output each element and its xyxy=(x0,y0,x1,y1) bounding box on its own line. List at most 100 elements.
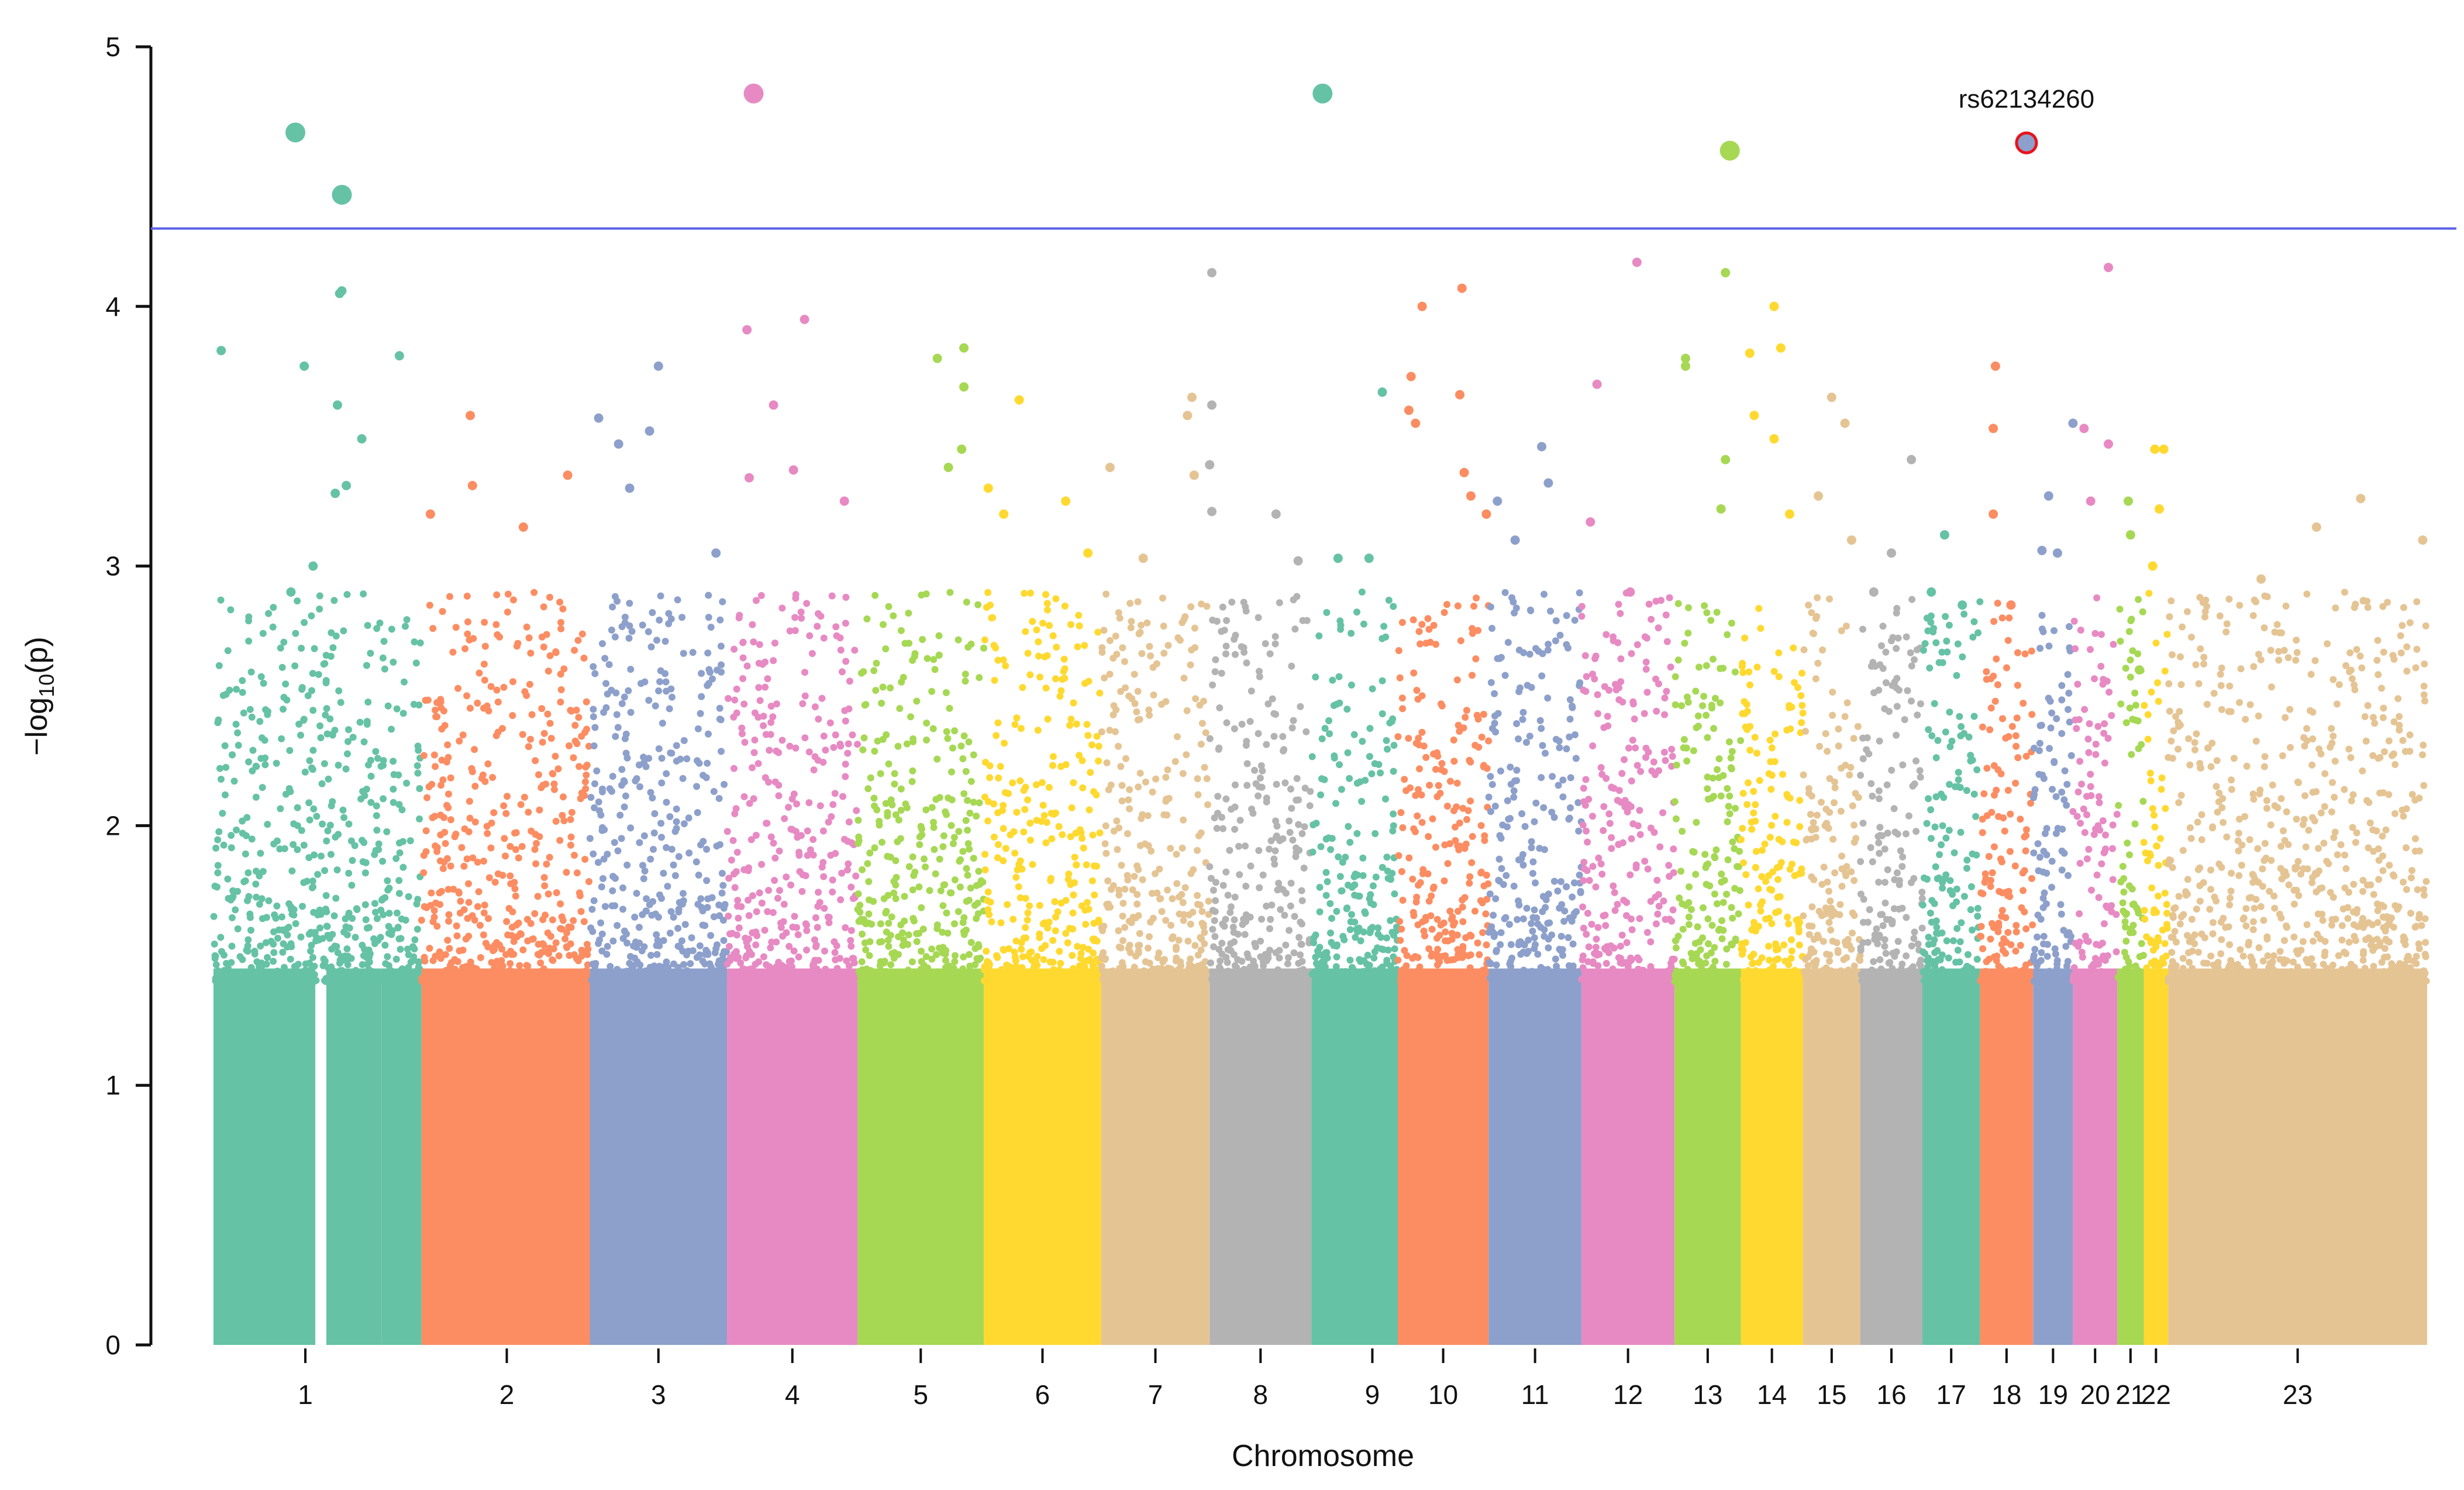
snp-point xyxy=(583,771,590,779)
snp-point xyxy=(778,737,786,744)
snp-point xyxy=(329,644,337,652)
snp-point xyxy=(1724,631,1731,638)
snp-point xyxy=(638,976,646,983)
snp-point xyxy=(803,600,811,607)
snp-point xyxy=(1323,609,1331,616)
snp-point xyxy=(1295,967,1303,975)
snp-point xyxy=(1441,877,1448,885)
snp-point xyxy=(333,866,341,873)
snp-point xyxy=(228,751,236,759)
snp-point xyxy=(521,978,528,985)
snp-point xyxy=(426,601,433,609)
snp-point xyxy=(1435,782,1442,789)
snp-point xyxy=(903,740,911,748)
snp-point xyxy=(1110,702,1118,710)
snp-point xyxy=(1648,767,1656,775)
snp-point xyxy=(1576,679,1584,687)
snp-point xyxy=(855,833,863,841)
snp-point xyxy=(1374,944,1381,952)
snp-point xyxy=(815,956,822,964)
snp-point xyxy=(1401,776,1408,783)
snp-point xyxy=(1051,898,1059,906)
snp-point xyxy=(1256,775,1264,782)
snp-point xyxy=(260,680,267,687)
snp-point xyxy=(942,689,950,696)
snp-point xyxy=(1510,535,1520,545)
snp-point xyxy=(1194,846,1201,854)
snp-point xyxy=(862,974,870,982)
snp-point xyxy=(1411,953,1419,961)
snp-point xyxy=(1453,931,1461,939)
snp-point xyxy=(1589,863,1597,870)
snp-point xyxy=(951,920,958,928)
snp-point xyxy=(1012,963,1020,971)
snp-point xyxy=(284,931,291,939)
snp-point xyxy=(249,767,256,775)
snp-point xyxy=(484,760,492,768)
snp-point xyxy=(1121,658,1128,665)
snp-point xyxy=(1231,962,1239,969)
snp-point xyxy=(753,908,760,916)
snp-point xyxy=(609,887,616,894)
snp-point xyxy=(1472,655,1480,663)
snp-point xyxy=(604,851,611,858)
snp-point xyxy=(647,643,655,651)
snp-point xyxy=(816,802,824,810)
snp-point xyxy=(892,881,900,889)
snp-point xyxy=(1240,916,1247,923)
snp-point xyxy=(1534,920,1542,928)
snp-point xyxy=(984,589,992,596)
snp-point xyxy=(563,470,573,480)
snp-point xyxy=(567,833,575,841)
snp-point xyxy=(702,774,710,782)
snp-point xyxy=(329,798,336,806)
snp-point xyxy=(311,851,318,859)
snp-point xyxy=(528,711,536,718)
snp-point xyxy=(623,861,631,869)
snp-point xyxy=(1119,937,1126,944)
snp-point xyxy=(309,883,317,891)
snp-point xyxy=(1717,665,1724,672)
snp-point xyxy=(1443,601,1450,608)
snp-point xyxy=(385,910,393,917)
snp-point xyxy=(277,644,284,652)
snp-point xyxy=(399,710,407,717)
snp-point xyxy=(1161,956,1168,963)
snp-point xyxy=(730,645,738,653)
snp-point xyxy=(212,952,219,960)
snp-point xyxy=(1369,882,1377,890)
snp-point xyxy=(1022,628,1029,635)
snp-point xyxy=(444,937,452,944)
snp-point xyxy=(489,774,497,781)
snp-point xyxy=(918,831,926,838)
snp-point xyxy=(1197,741,1205,748)
snp-point xyxy=(294,597,301,605)
snp-point xyxy=(604,942,611,950)
snp-point xyxy=(538,705,546,713)
snp-point xyxy=(598,975,606,982)
snp-point xyxy=(1055,823,1063,830)
snp-point xyxy=(756,641,763,648)
snp-point xyxy=(1298,887,1305,894)
snp-point xyxy=(253,868,260,875)
snp-point xyxy=(1115,609,1122,617)
snp-point xyxy=(1486,890,1494,898)
snp-point xyxy=(645,697,653,704)
snp-point xyxy=(1718,935,1726,942)
snp-point xyxy=(774,894,781,902)
snp-point xyxy=(1732,935,1739,943)
snp-point xyxy=(246,910,254,918)
snp-point xyxy=(1790,838,1797,846)
snp-point xyxy=(1757,907,1765,915)
snp-point xyxy=(1559,946,1566,954)
snp-point xyxy=(602,704,610,711)
snp-point xyxy=(324,827,332,835)
snp-point xyxy=(1531,818,1538,825)
snp-point xyxy=(1781,957,1789,965)
snp-point xyxy=(1110,827,1118,835)
snp-point xyxy=(1603,775,1610,782)
snp-point xyxy=(270,958,277,965)
snp-point xyxy=(853,807,860,814)
snp-point xyxy=(1582,776,1590,783)
